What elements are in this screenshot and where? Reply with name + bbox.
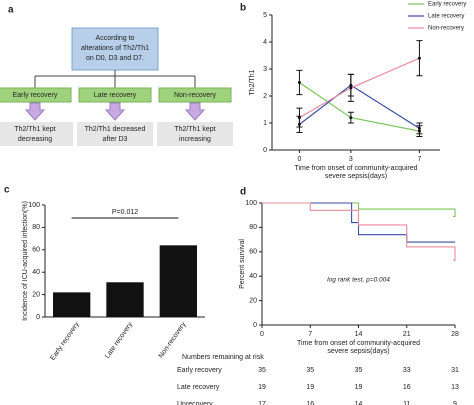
x-axis-label: Time from onset of community-acquired [294,165,417,172]
bar [106,282,144,317]
arrow [24,102,46,121]
result-text: Th2/Th1 kept [174,126,215,133]
y-tick-label: 100 [28,202,40,209]
result-box [0,122,73,146]
result-text: Th2/Th1 decreased [85,126,146,133]
risk-row-name: Early recovery [177,367,222,374]
annotation: P=0.012 [112,209,138,216]
y-tick-label: 60 [249,249,257,256]
group-box [158,87,232,103]
result-text: decreasing [18,136,52,143]
x-tick-label: 28 [451,331,459,338]
y-tick-label: 40 [32,269,40,276]
top-text: on D0, D3 and D7. [86,55,144,62]
x-tick-label: 0 [297,156,301,163]
risk-count: 19 [258,384,266,391]
x-tick-label: Early recovery [49,321,81,362]
annotation: log rank test, p=0.004 [327,277,390,284]
risk-count: 35 [258,367,266,374]
risk-count: 16 [403,384,411,391]
legend-label: Late recovery [428,14,464,20]
y-tick-label: 80 [249,224,257,231]
risk-count: 14 [355,401,363,405]
y-tick-label: 0 [253,322,257,329]
group-name: Non-recovery [174,92,217,99]
point [297,81,301,84]
legend-label: Early recovery [428,2,466,8]
panel-label: b [240,3,246,14]
bar [53,292,91,317]
x-tick-label: 7 [308,331,312,338]
point [349,86,353,90]
risk-count: 31 [451,367,459,374]
survival-curve [262,202,455,243]
x-tick-label: 0 [260,331,264,338]
risk-table-title: Numbers remaining at risk [182,354,264,361]
point [417,126,421,130]
connector [34,70,196,88]
arrow [104,102,126,121]
top-box [71,27,159,71]
x-tick-label: 7 [417,156,421,163]
y-tick-label: 40 [249,273,257,280]
panel-label: a [8,5,14,16]
x-axis-label: Time from onset of community-acquired [297,340,420,347]
risk-count: 13 [451,384,459,391]
survival-curve [262,202,456,261]
y-tick-label: 80 [32,224,40,231]
x-tick-label: Late recovery [104,321,134,360]
risk-count: 19 [355,384,363,391]
risk-count: 33 [403,367,411,374]
panel-label: d [240,187,246,198]
y-tick-label: 2 [263,93,267,100]
risk-count: 11 [403,401,410,405]
risk-count: 17 [258,401,266,405]
group-box [78,87,152,103]
y-tick-label: 0 [36,314,40,321]
point [417,56,421,60]
risk-count: 35 [355,367,363,374]
y-tick-label: 20 [249,297,257,304]
risk-count: 16 [306,401,314,405]
result-text: after D3 [103,136,128,143]
y-tick-label: 0 [263,147,267,154]
result-text: increasing [179,136,211,143]
x-tick-label: 3 [349,156,353,163]
group-name: Late recovery [94,92,137,99]
legend-label: Non-recovery [428,26,464,32]
bar [159,245,197,317]
top-text: alterations of Th2/Th1 [81,45,149,52]
point [349,116,353,120]
y-tick-label: 100 [245,200,257,207]
x-axis-label: severe sepsis(days) [325,173,387,180]
risk-count: 9 [453,401,457,405]
top-text: According to [96,35,135,42]
panel-label: c [4,185,10,196]
result-text: Th2/Th1 kept [14,126,55,133]
x-tick-label: 21 [403,331,411,338]
y-tick-label: 20 [32,291,40,298]
risk-count: 19 [306,384,314,391]
arrow [184,102,206,121]
x-axis-label: severe sepsis(days) [327,348,389,355]
line [299,57,420,119]
y-tick-label: 4 [263,39,267,46]
y-tick-label: 5 [263,12,267,19]
y-axis-label: Percent survival [239,239,246,289]
risk-row-name: Unrecovery [177,401,213,405]
risk-count: 35 [306,367,314,374]
x-tick-label: 14 [355,331,363,338]
group-box [0,87,72,103]
y-tick-label: 3 [263,66,267,73]
group-name: Early recovery [13,92,58,99]
result-box [77,122,153,146]
point [297,116,301,120]
y-tick-label: 1 [263,120,267,127]
y-axis-label: Incidence of ICU-acquired infection(%) [22,201,29,321]
risk-row-name: Late recovery [177,384,220,391]
y-tick-label: 60 [32,247,40,254]
result-box [157,122,233,146]
y-axis-label: Th2/Th1 [249,69,256,95]
